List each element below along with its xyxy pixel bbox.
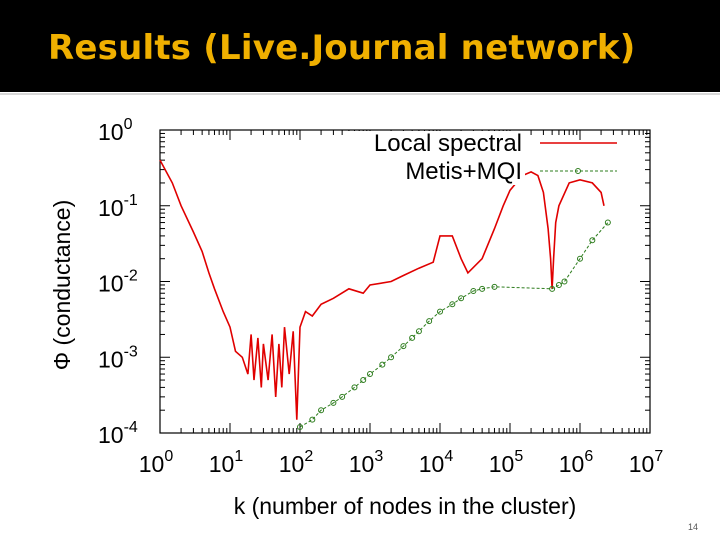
data-point	[318, 407, 325, 414]
x-tick-label: 103	[349, 448, 384, 477]
slide-title: Results (Live.Journal network)	[48, 28, 636, 68]
title-bar: Results (Live.Journal network)	[0, 0, 720, 92]
data-point	[426, 318, 433, 325]
data-point	[604, 219, 611, 226]
x-axis-label: k (number of nodes in the cluster)	[234, 493, 577, 519]
series-layer	[159, 159, 611, 431]
y-tick-label: 10-4	[98, 419, 138, 448]
data-point	[561, 278, 568, 285]
data-point	[589, 237, 596, 244]
x-tick-label: 104	[419, 448, 454, 477]
legend-bg	[343, 131, 525, 157]
series-line	[299, 222, 609, 428]
legend-label: Local spectral	[374, 130, 522, 157]
data-point	[415, 328, 422, 335]
data-point	[351, 384, 358, 391]
data-point	[330, 399, 337, 406]
x-tick-label: 106	[559, 448, 594, 477]
data-point	[367, 371, 373, 378]
x-tick-label: 100	[139, 448, 174, 477]
data-point	[458, 295, 465, 302]
tick-marks	[159, 130, 650, 434]
x-tick-labels: 100 101 102 103 104 105 106 107	[139, 448, 664, 477]
legend-label: Metis+MQI	[405, 158, 522, 185]
y-tick-label: 10-1	[98, 192, 138, 221]
legend-marker	[575, 168, 581, 174]
data-point	[339, 393, 346, 400]
x-tick-label: 105	[489, 448, 524, 477]
data-point	[400, 343, 407, 350]
data-point	[577, 255, 583, 262]
data-point	[449, 301, 456, 308]
y-tick-label: 10-2	[98, 268, 138, 297]
data-point	[409, 334, 416, 341]
data-point	[388, 354, 395, 361]
data-point	[297, 424, 303, 431]
data-point	[470, 287, 477, 294]
data-point	[437, 308, 443, 315]
legend-bg	[343, 159, 525, 185]
data-point	[555, 281, 562, 288]
data-point	[549, 285, 556, 292]
data-point	[379, 361, 386, 368]
data-point	[309, 416, 316, 423]
series-line	[159, 159, 605, 420]
data-point	[360, 377, 367, 384]
x-tick-label: 102	[279, 448, 314, 477]
y-tick-label: 10-3	[98, 343, 138, 372]
page-number: 14	[687, 522, 698, 532]
series-metis-mqi	[297, 219, 611, 431]
title-divider	[0, 93, 720, 95]
x-tick-label: 101	[209, 448, 244, 477]
data-point	[491, 283, 498, 290]
y-tick-labels: 100 10-1 10-2 10-3 10-4	[98, 116, 138, 448]
data-point	[479, 285, 486, 292]
y-axis-label: Φ (conductance)	[49, 200, 75, 371]
x-tick-label: 107	[629, 448, 664, 477]
series-local-spectral	[159, 159, 605, 420]
y-tick-label: 100	[98, 116, 133, 145]
